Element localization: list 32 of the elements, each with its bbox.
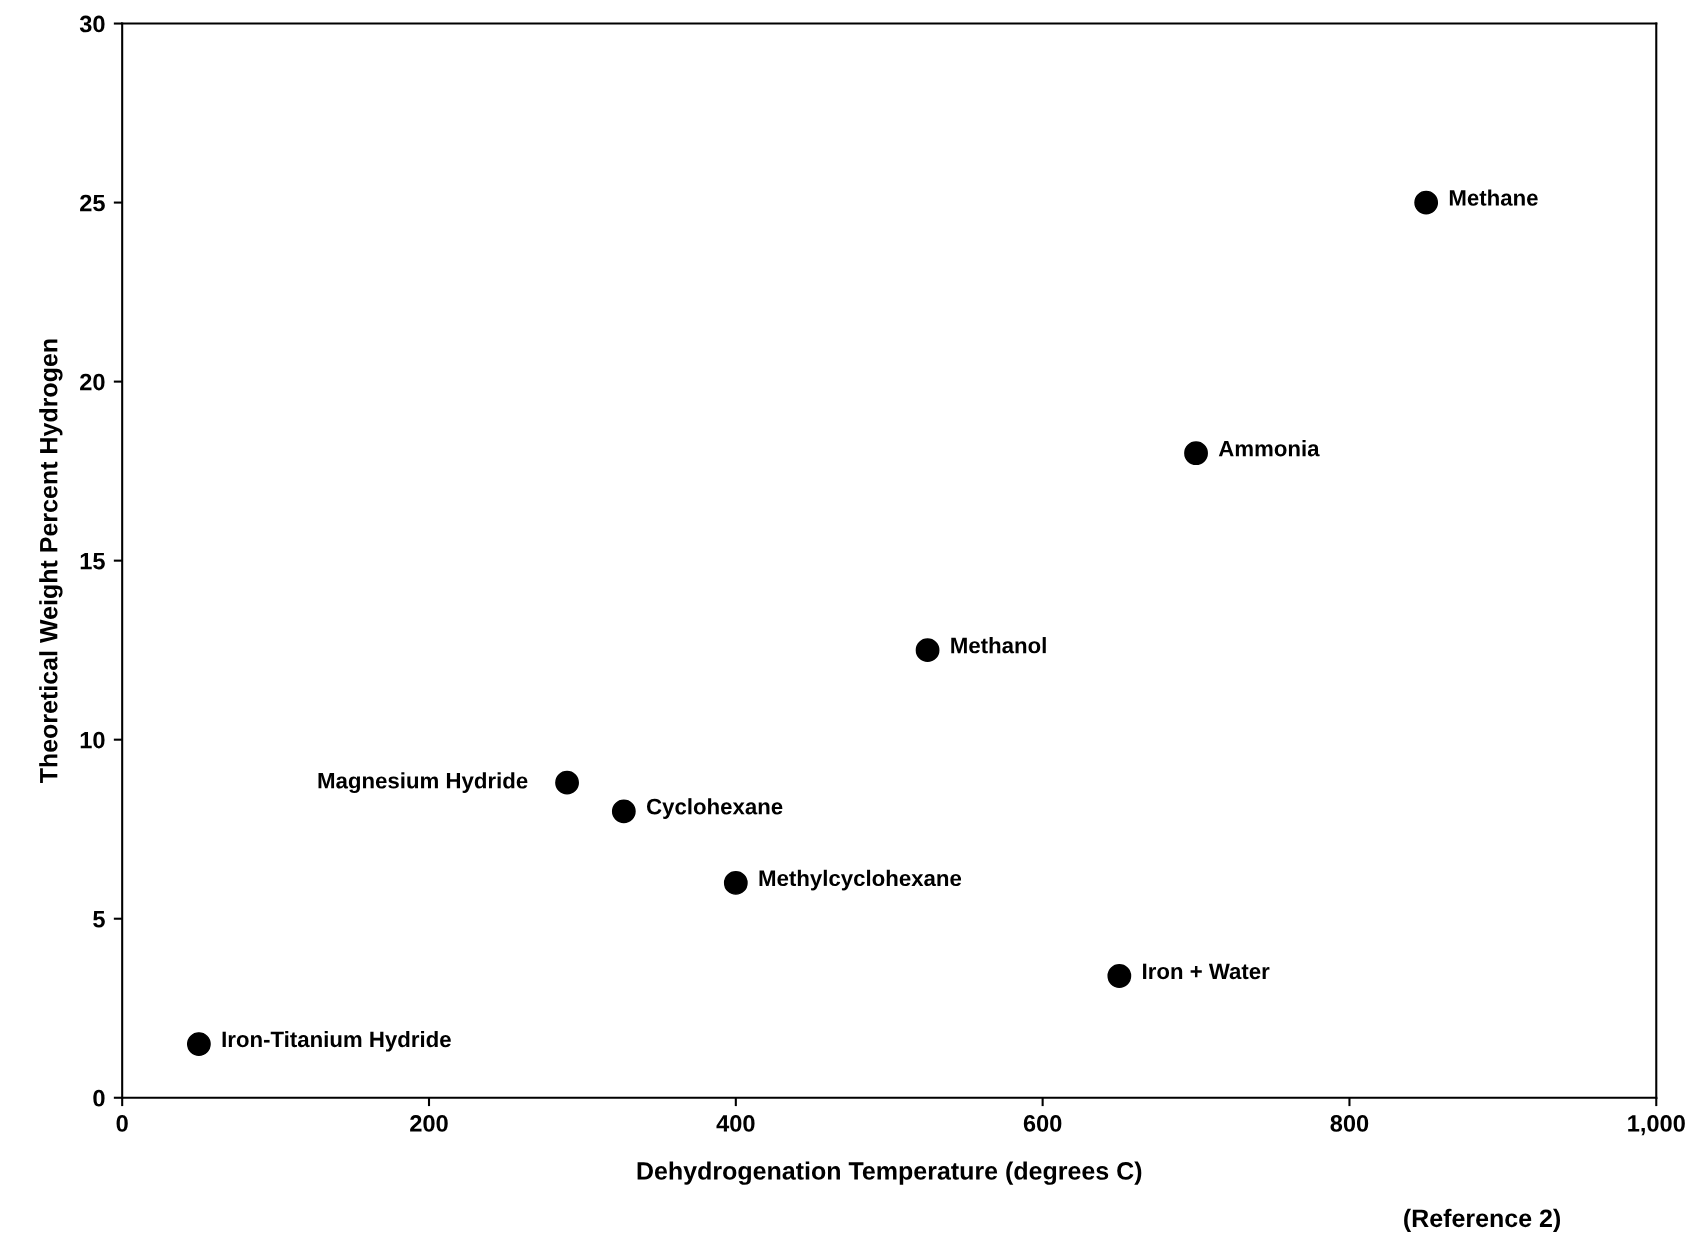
y-tick-label: 5: [93, 911, 105, 928]
annotation: Methanol: [951, 637, 1046, 654]
point: [1107, 964, 1132, 988]
y-tick-label: 0: [93, 1089, 105, 1107]
x-tick-label: 1,000: [1628, 1115, 1685, 1136]
annotation: Methylcyclohexane: [759, 869, 962, 891]
x-tick-label: 600: [1023, 1115, 1062, 1132]
point: [1414, 190, 1439, 215]
y-tick-label: 30: [79, 15, 105, 33]
x-tick-label: 800: [1330, 1115, 1369, 1132]
annotation: Methane: [1449, 189, 1538, 206]
y-tick-label: 10: [80, 731, 105, 749]
point: [186, 1032, 211, 1056]
annotation: Cyclohexane: [646, 798, 783, 819]
point: [611, 799, 636, 824]
point: [915, 638, 940, 663]
x-tick-label: 400: [716, 1115, 755, 1132]
annotation: Magnesium Hydride: [318, 772, 528, 794]
y-tick-label: 25: [80, 194, 105, 212]
y-axis-title: Theoretical Weight Percent Hydrogen: [39, 339, 63, 784]
annotation: Ammonia: [1218, 440, 1320, 457]
x-tick-label: 200: [410, 1115, 448, 1132]
text: (Reference 2): [1404, 1208, 1561, 1233]
y-tick-label: 15: [80, 552, 105, 570]
point: [1184, 441, 1208, 466]
point: [555, 770, 579, 795]
point: [723, 871, 748, 895]
annotation: Iron + Water: [1143, 963, 1270, 980]
x-axis-title: Dehydrogenation Temperature (degrees C): [637, 1161, 1142, 1185]
annotation: Iron-Titanium Hydride: [222, 1030, 451, 1052]
y-tick-label: 20: [80, 373, 105, 391]
x-tick-label: 0: [116, 1115, 128, 1132]
